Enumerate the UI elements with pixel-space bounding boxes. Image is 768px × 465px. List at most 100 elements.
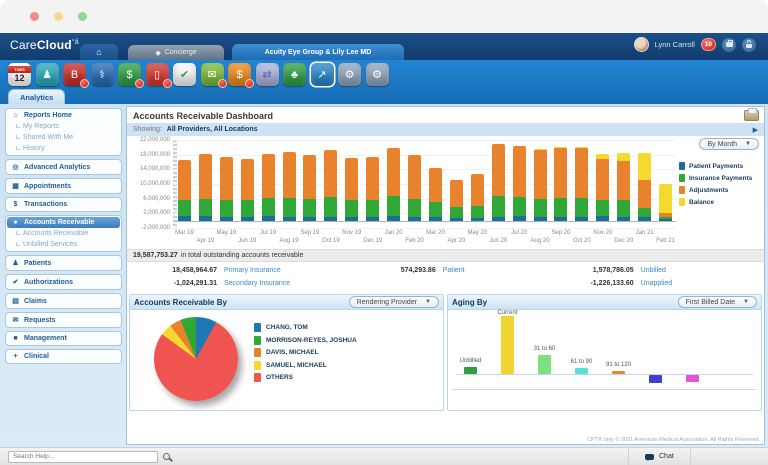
aging-bar-negative-5 xyxy=(649,375,662,383)
patients-icon[interactable]: ♟ xyxy=(35,63,59,86)
adjustments-segment xyxy=(366,157,380,201)
documents-transfer-icon[interactable]: ⇄ xyxy=(255,63,279,86)
print-icon[interactable] xyxy=(744,108,759,121)
sidebar-item-reports-home[interactable]: ⌂ Reports Home xyxy=(7,110,120,121)
tab-home[interactable]: ⌂ xyxy=(80,44,118,60)
sidebar-item-appointments[interactable]: ▦ Appointments xyxy=(7,180,120,192)
ar-by-month-chart: By Month ▼ 22,000,000 18,000,000 14,000,000… xyxy=(127,136,764,249)
expand-arrow-icon[interactable]: ▶ xyxy=(752,126,758,134)
patient-payments-segment xyxy=(303,216,317,221)
tab-analytics[interactable]: Analytics xyxy=(8,89,66,104)
collections-moneybag-icon[interactable]: $ xyxy=(228,63,254,88)
admin-gear-icon[interactable]: ⚙ xyxy=(365,63,389,86)
insurance-payments-segment xyxy=(282,197,296,217)
adjustments-segment xyxy=(470,173,484,206)
analytics-icon[interactable]: ↗ xyxy=(310,63,334,86)
balance-segment xyxy=(638,152,652,181)
adjustments-segment xyxy=(408,155,422,199)
patient-payments-segment xyxy=(387,215,401,221)
advanced-analytics-icon: ◎ xyxy=(12,164,19,171)
sidebar-item-requests[interactable]: ✉ Requests xyxy=(7,314,120,326)
reports-home-icon: ⌂ xyxy=(13,112,18,119)
sidebar-subitem-my-reports[interactable]: My Reports xyxy=(7,121,120,132)
sidebar-subitem-unbilled-services[interactable]: Unbilled Services xyxy=(7,239,120,250)
legend-item: Balance xyxy=(679,198,761,206)
legend-swatch xyxy=(679,162,685,170)
sidebar-subitem-accounts-receivable-report[interactable]: Accounts Receivable xyxy=(7,228,120,239)
chevron-down-icon: ▼ xyxy=(743,299,749,305)
sidebar-item-clinical[interactable]: + Clinical xyxy=(7,351,120,362)
close-window-icon[interactable] xyxy=(30,12,39,21)
aging-bar-91-to-120 xyxy=(612,371,625,374)
secondary-insurance-value: -1,024,291.31 xyxy=(173,280,217,287)
x-axis-tick-label: Nov 20 xyxy=(593,230,613,236)
insurance-payments-segment xyxy=(345,200,359,217)
mobile-device-icon[interactable]: ▯ xyxy=(145,63,172,88)
x-axis-tick-label: May 19 xyxy=(216,230,237,236)
appointments-icon: ▦ xyxy=(12,183,19,190)
tab-practice[interactable]: Acuity Eye Group & Lily Lee MD xyxy=(232,44,404,60)
sidebar-item-advanced-analytics[interactable]: ◎ Advanced Analytics xyxy=(7,161,120,173)
user-avatar[interactable] xyxy=(633,37,649,52)
billing-icon[interactable]: B xyxy=(63,63,89,88)
sidebar-item-transactions[interactable]: $ Transactions xyxy=(7,199,120,210)
adjustments-segment xyxy=(219,156,233,200)
tasks-check-icon[interactable]: ✔ xyxy=(173,63,196,86)
stacked-bar-jun-19 xyxy=(240,159,254,221)
secondary-insurance-label[interactable]: Secondary Insurance xyxy=(224,280,291,287)
sidebar-item-management[interactable]: ■ Management xyxy=(7,333,120,344)
stacked-bar-dec-19 xyxy=(366,157,380,221)
aging-panel: Aging By First Billed Date ▼ Unbilled Curr… xyxy=(447,294,762,411)
sidebar-item-label: Advanced Analytics xyxy=(24,163,91,171)
patient-payments-segment xyxy=(449,217,463,221)
notification-badge[interactable]: 10 xyxy=(700,38,716,51)
stacked-bar-jan-20 xyxy=(387,148,401,221)
y-axis-tick-label: 10,000,000 xyxy=(139,181,170,187)
interval-dropdown[interactable]: By Month ▼ xyxy=(699,138,759,150)
unapplied-label[interactable]: Unapplied xyxy=(640,280,673,287)
briefcase-icon[interactable] xyxy=(722,37,736,52)
sidebar-item-accounts-receivable[interactable]: ● Accounts Receivable xyxy=(7,217,120,228)
sidebar-item-authorizations[interactable]: ✔ Authorizations xyxy=(7,276,120,288)
first-billed-date-dropdown[interactable]: First Billed Date ▼ xyxy=(677,296,757,308)
aging-category-label: 61 to 90 xyxy=(570,358,593,365)
lock-icon[interactable] xyxy=(742,37,756,52)
insurance-payments-segment xyxy=(470,205,484,219)
sidebar-subitem-shared-with-me[interactable]: Shared With Me xyxy=(7,132,120,143)
x-axis-line xyxy=(174,220,676,222)
payments-icon[interactable]: $ xyxy=(118,63,144,88)
sidebar-item-patients[interactable]: ♟ Patients xyxy=(7,257,120,269)
clinical-icon[interactable]: ⚕ xyxy=(90,63,114,86)
search-icon[interactable] xyxy=(163,453,170,460)
tab-concierge[interactable]: ◆ Concierge xyxy=(128,45,224,60)
gear-icon[interactable]: ⚙ xyxy=(338,63,361,86)
growth-tree-icon[interactable]: ♣ xyxy=(283,63,306,86)
zoom-window-icon[interactable] xyxy=(78,12,87,21)
sidebar: ⌂ Reports Home My Reports Shared With Me His… xyxy=(5,108,122,443)
minimize-window-icon[interactable] xyxy=(54,12,63,21)
stacked-bar-oct-19 xyxy=(324,150,338,221)
unbilled-label[interactable]: Unbilled xyxy=(640,267,666,274)
adjustments-segment xyxy=(512,146,526,197)
patient-payments-segment xyxy=(366,216,380,221)
sidebar-group: ♟ Patients xyxy=(5,255,122,271)
calendar-icon[interactable]: TUES 12 xyxy=(8,63,31,86)
adjustments-segment xyxy=(303,154,317,200)
search-help-input[interactable] xyxy=(8,450,158,463)
aging-bar-61-to-90 xyxy=(575,367,588,374)
insurance-payments-segment xyxy=(638,207,652,217)
calendar-date-label: 12 xyxy=(14,73,25,83)
patient-label[interactable]: Patient xyxy=(442,267,465,274)
main-panel: Accounts Receivable Dashboard Showing: A… xyxy=(126,106,765,445)
messages-icon[interactable]: ✉ xyxy=(200,63,227,88)
y-axis-tick-label: -2,000,000 xyxy=(141,225,170,231)
calendar-day-label: TUES xyxy=(8,66,31,73)
sidebar-item-claims[interactable]: ▤ Claims xyxy=(7,295,120,307)
sidebar-subitem-history[interactable]: History xyxy=(7,143,120,154)
x-axis-tick-label: Dec 19 xyxy=(363,238,383,244)
primary-insurance-label[interactable]: Primary Insurance xyxy=(224,267,281,274)
adjustments-segment xyxy=(177,160,191,201)
showing-filter-bar[interactable]: Showing: All Providers, All Locations ▶ xyxy=(127,123,764,136)
rendering-provider-dropdown[interactable]: Rendering Provider ▼ xyxy=(348,296,439,308)
chat-button[interactable]: Chat xyxy=(628,448,691,465)
